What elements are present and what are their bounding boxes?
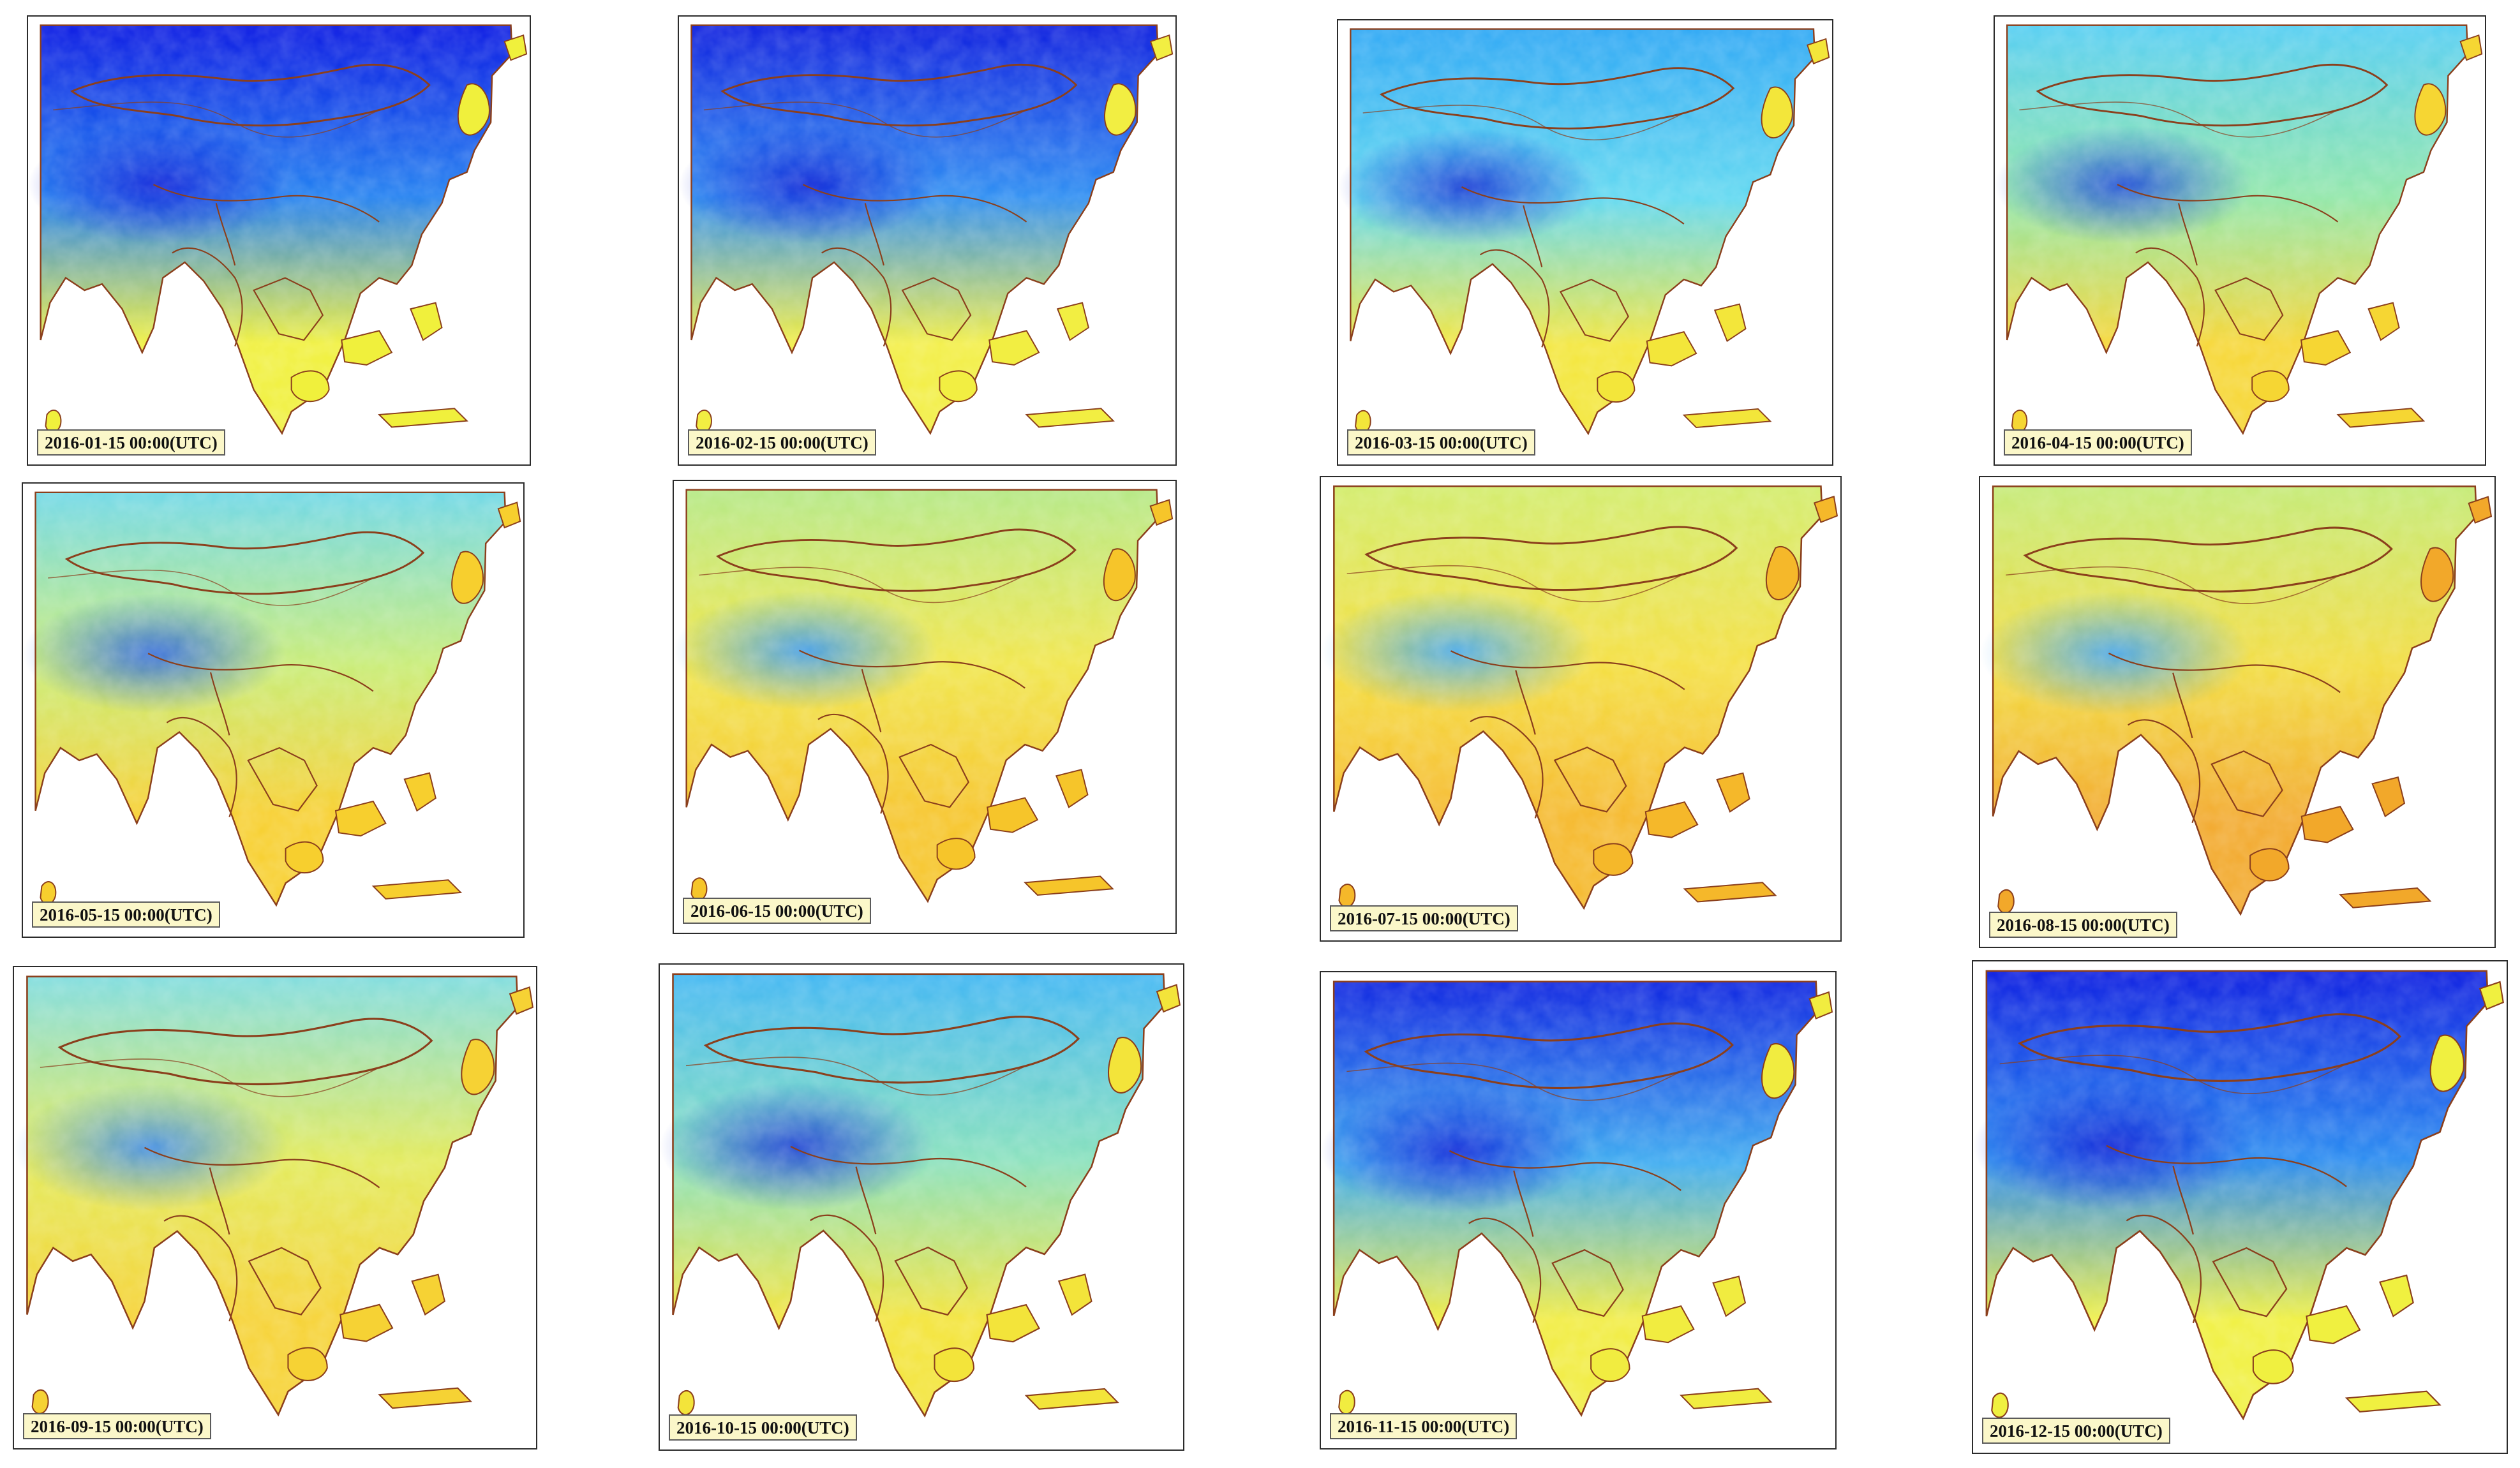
map-panel-apr: 2016-04-15 00:00(UTC) bbox=[1994, 15, 2486, 466]
temperature-map bbox=[660, 973, 1181, 1418]
temperature-map bbox=[1321, 981, 1833, 1417]
date-label: 2016-10-15 00:00(UTC) bbox=[669, 1414, 857, 1441]
map-panel-may: 2016-05-15 00:00(UTC) bbox=[22, 482, 525, 938]
map-panel-jul: 2016-07-15 00:00(UTC) bbox=[1320, 476, 1842, 942]
temperature-map bbox=[28, 24, 528, 435]
date-label: 2016-02-15 00:00(UTC) bbox=[688, 429, 876, 456]
map-panel-nov: 2016-11-15 00:00(UTC) bbox=[1320, 971, 1837, 1449]
date-label: 2016-03-15 00:00(UTC) bbox=[1347, 429, 1535, 456]
date-label: 2016-07-15 00:00(UTC) bbox=[1330, 905, 1518, 931]
temperature-map bbox=[1338, 28, 1830, 436]
map-panel-jun: 2016-06-15 00:00(UTC) bbox=[673, 480, 1177, 934]
date-label: 2016-08-15 00:00(UTC) bbox=[1989, 912, 2177, 938]
temperature-map bbox=[1980, 486, 2493, 916]
temperature-map bbox=[1973, 970, 2504, 1421]
date-label: 2016-09-15 00:00(UTC) bbox=[23, 1413, 211, 1439]
map-panel-jan: 2016-01-15 00:00(UTC) bbox=[27, 15, 531, 466]
map-panel-oct: 2016-10-15 00:00(UTC) bbox=[659, 963, 1184, 1451]
map-panel-feb: 2016-02-15 00:00(UTC) bbox=[678, 15, 1177, 466]
map-panel-mar: 2016-03-15 00:00(UTC) bbox=[1337, 19, 1833, 466]
date-label: 2016-11-15 00:00(UTC) bbox=[1330, 1413, 1517, 1439]
temperature-map bbox=[1321, 485, 1838, 910]
date-label: 2016-06-15 00:00(UTC) bbox=[683, 898, 871, 924]
date-label: 2016-04-15 00:00(UTC) bbox=[2004, 429, 2192, 456]
date-label: 2016-05-15 00:00(UTC) bbox=[32, 901, 220, 928]
map-panel-aug: 2016-08-15 00:00(UTC) bbox=[1979, 476, 2496, 948]
temperature-map bbox=[679, 24, 1174, 435]
temperature-map bbox=[674, 489, 1174, 903]
temperature-map bbox=[23, 491, 521, 907]
temperature-map bbox=[14, 975, 534, 1417]
temperature-map bbox=[1995, 24, 2483, 435]
date-label: 2016-01-15 00:00(UTC) bbox=[37, 429, 225, 456]
map-panel-dec: 2016-12-15 00:00(UTC) bbox=[1972, 960, 2508, 1454]
date-label: 2016-12-15 00:00(UTC) bbox=[1982, 1418, 2170, 1444]
map-panel-sep: 2016-09-15 00:00(UTC) bbox=[13, 966, 537, 1449]
